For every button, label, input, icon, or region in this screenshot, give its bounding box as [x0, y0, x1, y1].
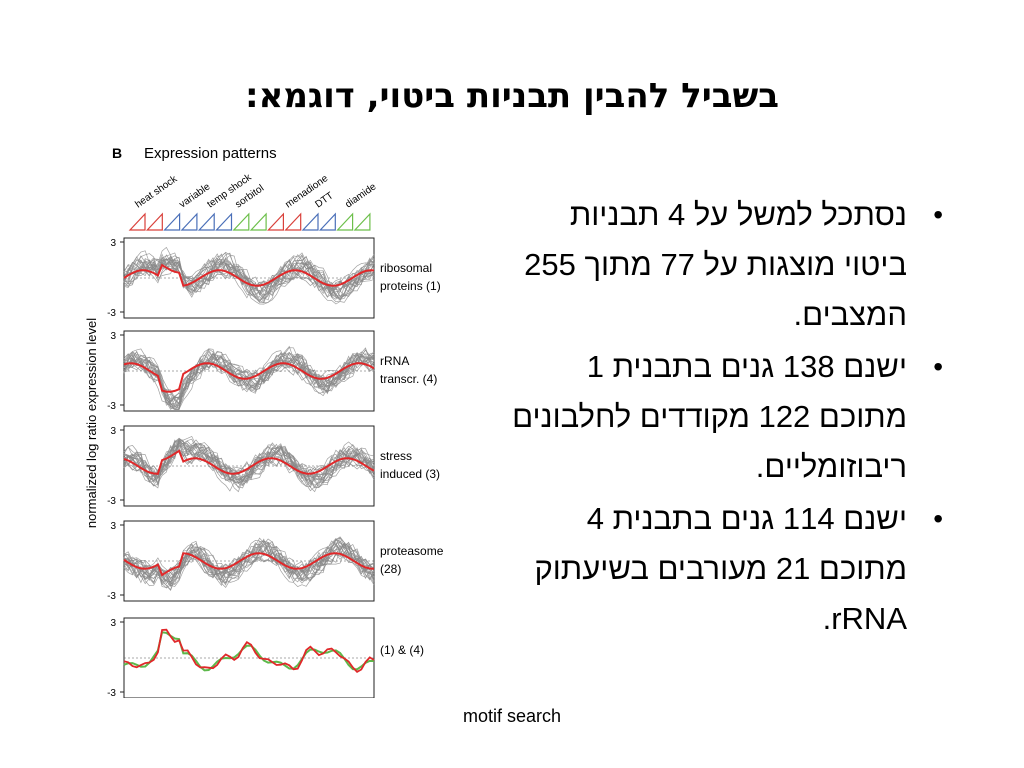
condition-label: heat shock — [133, 173, 180, 210]
tick-label-top: 3 — [110, 238, 116, 249]
condition-triangle-icon — [336, 212, 354, 231]
condition-triangle-icon — [301, 212, 319, 231]
mean-profile-line — [123, 449, 375, 475]
gene-profile-line — [123, 443, 375, 493]
expression-panels: 3 -3 ribosomal proteins (1) 3 -3 rRNA transcr. … — [107, 237, 444, 699]
overlay-green-line — [123, 631, 375, 672]
tick-label-top: 3 — [110, 618, 116, 629]
bullet-text: ישנם 138 גנים בתבנית 1 מתוכם 122 מקודדים… — [512, 349, 907, 484]
slide-title: בשביל להבין תבניות ביטוי, דוגמא: — [244, 76, 780, 116]
gene-profile-line — [123, 440, 375, 482]
y-axis-label: normalized log ratio expression level — [84, 318, 99, 528]
panel-label: (28) — [380, 562, 401, 576]
condition-triangle-icon — [353, 212, 371, 231]
expression-panel: 3 -3 (1) & (4) — [107, 617, 424, 699]
tick-label-bottom: -3 — [107, 308, 116, 319]
gene-profile-line — [123, 353, 375, 408]
condition-label: DTT — [313, 190, 335, 210]
bullet-item: • ישנם 114 גנים בתבנית 4 מתוכם 21 מעורבים… — [505, 494, 945, 644]
condition-label: diamide — [343, 181, 378, 210]
bullet-dot-icon: • — [933, 199, 943, 230]
condition-triangle-icon — [267, 212, 284, 231]
tick-label-top: 3 — [110, 331, 116, 342]
tick-label-bottom: -3 — [107, 401, 116, 412]
bullet-text: נסתכל למשל על 4 תבניות ביטוי מוצגות על 7… — [524, 197, 907, 332]
panel-label: proteins (1) — [380, 279, 441, 293]
expression-panel: 3 -3 rRNA transcr. (4) — [107, 330, 437, 412]
expression-panel: 3 -3 ribosomal proteins (1) — [107, 237, 441, 319]
bullet-dot-icon: • — [933, 351, 943, 382]
footer-caption: motif search — [462, 706, 562, 726]
gene-profile-line — [123, 257, 375, 303]
bullet-dot-icon: • — [933, 503, 943, 534]
tick-label-bottom: -3 — [107, 496, 116, 507]
condition-triangle-icon — [128, 212, 146, 231]
gene-profile-line — [123, 257, 375, 300]
gene-profile-line — [123, 443, 375, 488]
bullet-item: • נסתכל למשל על 4 תבניות ביטוי מוצגות על … — [505, 190, 945, 340]
gene-profile-line — [123, 442, 375, 487]
panel-label: ribosomal — [380, 261, 432, 275]
expression-figure-svg: B Expression patterns heat shockvariable… — [84, 145, 444, 699]
figure-heading: Expression patterns — [144, 145, 277, 162]
gene-profile-line — [123, 356, 375, 406]
panel-label: proteasome — [380, 544, 444, 558]
bullet-list: • נסתכל למשל על 4 תבניות ביטוי מוצגות על … — [505, 190, 945, 646]
gene-profile-line — [123, 349, 375, 403]
condition-triangle-icon — [145, 212, 163, 231]
bullet-item: • ישנם 138 גנים בתבנית 1 מתוכם 122 מקודדי… — [505, 342, 945, 492]
expression-patterns-figure: B Expression patterns heat shock variable… — [60, 138, 480, 699]
panel-label: stress — [380, 449, 412, 463]
gene-profile-line — [123, 539, 375, 584]
panel-label: induced (3) — [380, 467, 440, 481]
overlay-red-line — [123, 628, 375, 674]
tick-label-top: 3 — [110, 426, 116, 437]
panel-label: rRNA — [380, 354, 409, 368]
condition-triangle-icon — [180, 212, 198, 231]
tick-label-bottom: -3 — [107, 688, 116, 698]
panel-letter: B — [112, 145, 122, 161]
condition-triangle-icon — [249, 212, 267, 231]
gene-profile-line — [123, 353, 375, 402]
mean-profile-line — [123, 263, 375, 287]
tick-label-bottom: -3 — [107, 591, 116, 602]
condition-triangle-icon — [284, 212, 302, 231]
bullet-text: ישנם 114 גנים בתבנית 4 מתוכם 21 מעורבים … — [534, 501, 907, 636]
condition-triangle-icon — [163, 212, 181, 231]
condition-triangle-icon — [232, 212, 250, 231]
mean-profile-line — [123, 552, 375, 577]
condition-triangle-icon — [197, 212, 215, 231]
gene-profile-line — [123, 443, 375, 488]
condition-triangle-icon — [318, 212, 336, 231]
tick-label-top: 3 — [110, 521, 116, 532]
gene-profile-line — [123, 351, 375, 399]
expression-panel: 3 -3 proteasome (28) — [107, 520, 444, 602]
condition-triangle-icon — [215, 212, 233, 231]
gene-profile-line — [123, 246, 375, 305]
gene-profile-line — [123, 537, 375, 587]
gene-profile-line — [123, 253, 375, 297]
mean-profile-line — [123, 362, 375, 393]
gene-profile-line — [123, 543, 375, 588]
condition-triangles — [128, 212, 371, 231]
expression-panel: 3 -3 stress induced (3) — [107, 425, 440, 507]
panel-label: (1) & (4) — [380, 643, 424, 657]
gene-profile-line — [123, 354, 375, 403]
panel-label: transcr. (4) — [380, 372, 437, 386]
